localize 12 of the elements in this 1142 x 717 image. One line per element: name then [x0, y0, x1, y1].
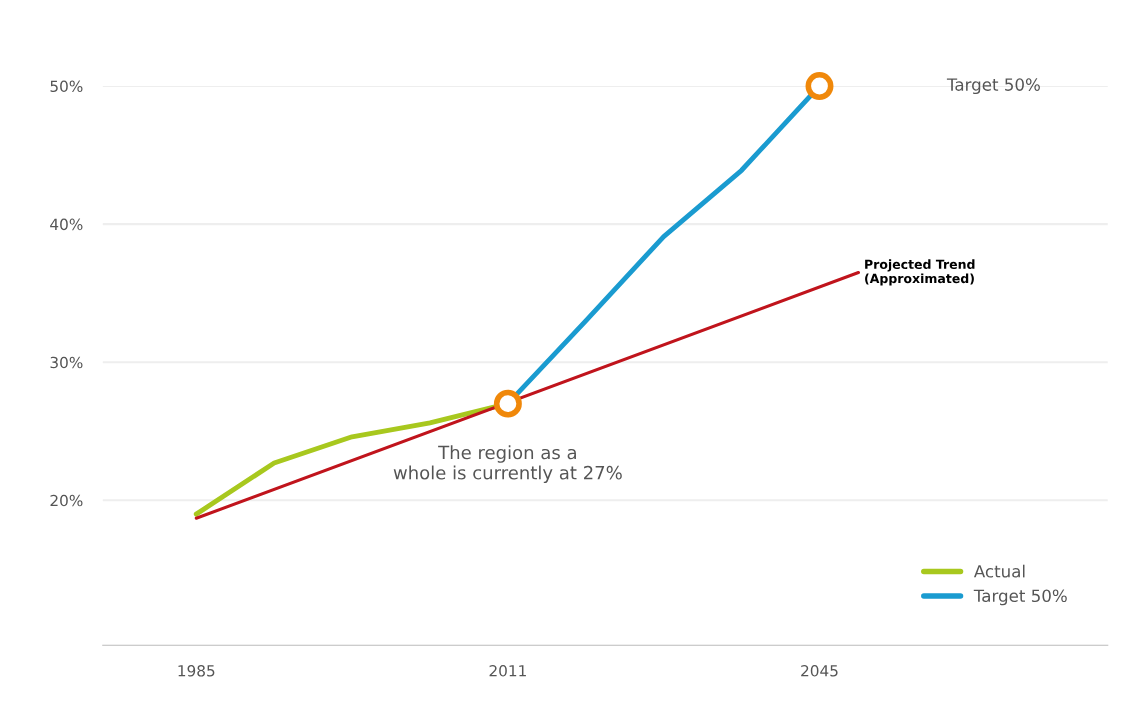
legend-label: Target 50%	[973, 589, 1067, 606]
annotation: Projected Trend (Approximated)	[865, 259, 975, 286]
y-tick-label: 30%	[50, 356, 83, 369]
x-tick-label: 2011	[489, 665, 526, 677]
text: Target 50%	[946, 78, 1040, 95]
x-tick-label: 2045	[801, 665, 838, 677]
legend-label: Actual	[973, 564, 1025, 578]
annotation: The region as a whole is currently at 27%	[393, 445, 622, 483]
x-tick-label: 1985	[178, 665, 215, 677]
y-tick-label: 50%	[50, 80, 83, 93]
y-tick-label: 20%	[50, 494, 83, 507]
y-tick-label: 40%	[50, 218, 83, 231]
